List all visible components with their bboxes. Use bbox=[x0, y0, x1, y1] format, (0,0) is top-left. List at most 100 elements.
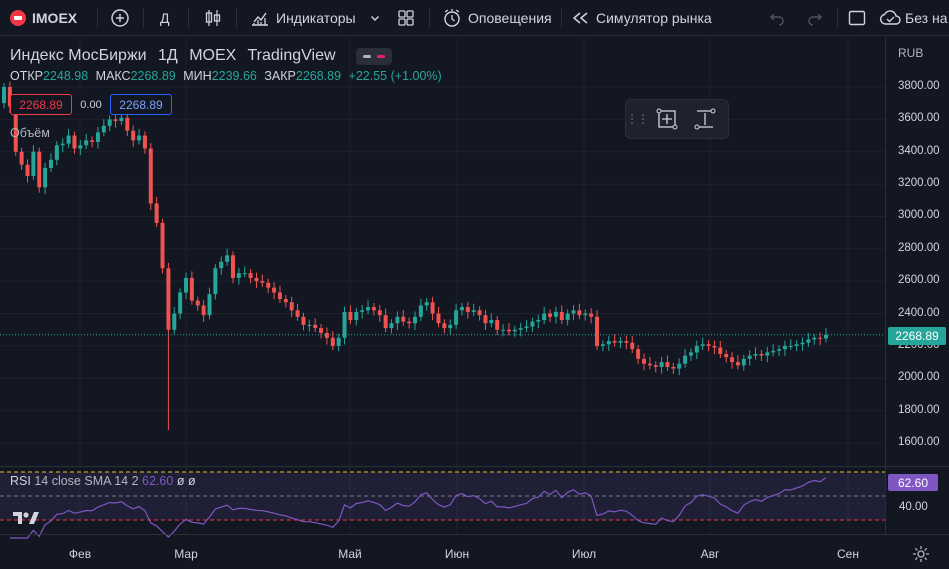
candle-body bbox=[553, 311, 558, 317]
templates-dropdown[interactable] bbox=[368, 0, 382, 36]
candle-body bbox=[483, 315, 488, 324]
fullscreen-button[interactable] bbox=[846, 0, 868, 36]
candle-body bbox=[137, 135, 142, 141]
candle bbox=[354, 307, 359, 326]
candle-body bbox=[148, 148, 153, 204]
undo-button[interactable] bbox=[766, 0, 788, 36]
toolbar-divider bbox=[97, 8, 98, 28]
candle bbox=[788, 339, 793, 350]
gear-icon[interactable] bbox=[912, 545, 930, 563]
flag-icon bbox=[10, 10, 26, 26]
spread-value: 0.00 bbox=[76, 94, 106, 115]
volume-label[interactable]: Объём bbox=[10, 126, 50, 140]
chart-type-button[interactable] bbox=[202, 0, 224, 36]
candle bbox=[589, 308, 594, 324]
candle-body bbox=[782, 345, 787, 350]
candle-body bbox=[806, 339, 811, 343]
replay-button[interactable]: Симулятор рынка bbox=[572, 0, 712, 36]
candle bbox=[677, 358, 682, 376]
candle-body bbox=[612, 341, 617, 343]
wave-icon bbox=[377, 55, 386, 58]
candle-body bbox=[759, 354, 764, 356]
candle-body bbox=[471, 310, 476, 312]
candle-body bbox=[371, 307, 376, 311]
sell-price-button[interactable]: 2268.89 bbox=[10, 94, 72, 115]
layout-button[interactable] bbox=[395, 0, 417, 36]
candle bbox=[477, 306, 482, 321]
candle bbox=[747, 350, 752, 366]
currency-label[interactable]: RUB bbox=[898, 46, 924, 60]
candle bbox=[289, 296, 294, 317]
candle-body bbox=[184, 277, 189, 293]
indicators-button[interactable]: Индикаторы bbox=[250, 0, 356, 36]
candle bbox=[154, 196, 159, 227]
alerts-button[interactable]: Оповещения bbox=[442, 0, 552, 36]
candle-body bbox=[788, 345, 793, 347]
candle-body bbox=[765, 352, 770, 356]
candle-body bbox=[559, 311, 564, 321]
candle bbox=[166, 262, 171, 431]
candle-body bbox=[377, 310, 382, 316]
symbol-search[interactable]: IMOEX bbox=[10, 0, 77, 36]
alarm-clock-icon bbox=[444, 9, 460, 27]
price-chart[interactable] bbox=[0, 37, 949, 569]
buy-price-button[interactable]: 2268.89 bbox=[110, 94, 172, 115]
candle-body bbox=[295, 310, 300, 317]
axis-lines bbox=[0, 37, 949, 535]
compare-button[interactable] bbox=[108, 0, 132, 36]
candle bbox=[90, 136, 95, 148]
candle bbox=[753, 347, 758, 360]
candle-body bbox=[577, 310, 582, 316]
legend-toggles[interactable] bbox=[356, 48, 392, 65]
candle-body bbox=[166, 268, 171, 330]
candle bbox=[442, 319, 447, 334]
candle-body bbox=[542, 313, 547, 321]
candle-body bbox=[90, 140, 95, 143]
candle bbox=[559, 305, 564, 325]
price-range-button[interactable] bbox=[686, 100, 724, 138]
rsi-legend[interactable]: RSI 14 close SMA 14 2 62.60 ø ø bbox=[10, 474, 196, 488]
candles-icon bbox=[205, 10, 221, 26]
toolbar-divider bbox=[236, 8, 237, 28]
redo-button[interactable] bbox=[804, 0, 826, 36]
candle-body bbox=[242, 273, 247, 275]
candle bbox=[771, 344, 776, 357]
rsi-value: 62.60 bbox=[142, 474, 174, 488]
symbol-name: Индекс МосБиржи bbox=[10, 47, 147, 64]
candle-body bbox=[735, 362, 740, 366]
chart-area[interactable]: Индекс МосБиржи 1Д MOEX TradingView ОТКР… bbox=[0, 37, 949, 569]
legend-title[interactable]: Индекс МосБиржи 1Д MOEX TradingView bbox=[10, 47, 343, 65]
candle-body bbox=[31, 151, 36, 176]
candle bbox=[260, 274, 265, 287]
date-price-range-button[interactable] bbox=[648, 100, 686, 138]
candle-body bbox=[201, 305, 206, 316]
interval-button[interactable]: Д bbox=[160, 0, 169, 36]
indicators-icon bbox=[252, 12, 268, 26]
legend-exchange: MOEX bbox=[189, 47, 237, 64]
low-value: 2239.66 bbox=[211, 69, 257, 83]
candle-body bbox=[266, 282, 271, 288]
floating-toolbar[interactable]: ⋮⋮ bbox=[625, 99, 729, 139]
save-button[interactable]: Без на bbox=[879, 0, 948, 36]
candle bbox=[60, 138, 65, 152]
rsi-params: 14 close SMA 14 2 bbox=[34, 474, 139, 488]
candle-body bbox=[101, 125, 106, 133]
month-tick: Июн bbox=[444, 547, 470, 561]
top-toolbar: IMOEX Д Индикаторы Оповещения Симулятор … bbox=[0, 0, 949, 36]
candle bbox=[741, 354, 746, 371]
candle bbox=[272, 282, 277, 300]
candle-body bbox=[718, 347, 723, 354]
candle bbox=[407, 317, 412, 329]
candle-body bbox=[436, 313, 441, 324]
candle-body bbox=[131, 130, 136, 141]
candle-body bbox=[812, 337, 817, 340]
candle bbox=[501, 324, 506, 337]
candle bbox=[595, 310, 600, 350]
candle-body bbox=[366, 307, 371, 311]
candle bbox=[571, 304, 576, 321]
change-value: +22.55 (+1.00%) bbox=[348, 69, 442, 83]
drag-handle-icon[interactable]: ⋮⋮ bbox=[626, 112, 649, 126]
candle-body bbox=[712, 345, 717, 348]
candle-body bbox=[636, 349, 641, 359]
candle-body bbox=[213, 268, 218, 295]
